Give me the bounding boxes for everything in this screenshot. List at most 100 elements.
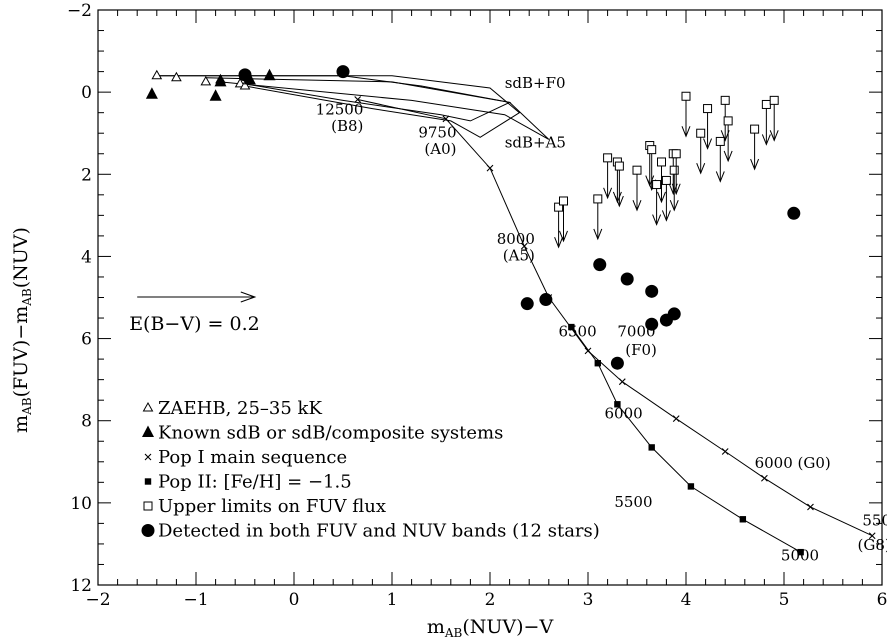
- annotation-label: sdB+A5: [505, 134, 566, 152]
- upper-limit-point: [750, 124, 760, 171]
- legend-label: Upper limits on FUV flux: [158, 496, 386, 517]
- upper-limit-point: [696, 128, 706, 175]
- pop1-point: [584, 347, 592, 355]
- upper-limit-point: [593, 194, 603, 241]
- upper-limit-point: [715, 136, 725, 183]
- upper-limit-point: [761, 99, 771, 146]
- legend-label: Known sdB or sdB/composite systems: [158, 423, 503, 444]
- legend-label: Pop I main sequence: [158, 447, 347, 468]
- annotation-label: 7000: [617, 323, 655, 341]
- y-tick-label: 0: [81, 83, 92, 103]
- legend-marker: [142, 425, 154, 437]
- pop2-point: [614, 401, 621, 408]
- upper-limit-point: [669, 165, 679, 212]
- y-tick-label: 2: [81, 165, 92, 185]
- upper-limit-point: [603, 153, 613, 200]
- detected-point: [238, 68, 252, 82]
- upper-limit-point: [657, 157, 666, 204]
- x-tick-label: 2: [485, 590, 496, 610]
- y-tick-label: 4: [81, 247, 92, 267]
- detected-point: [520, 297, 534, 311]
- legend-item: Known sdB or sdB/composite systems: [142, 423, 503, 444]
- annotation-label: (F0): [625, 341, 657, 359]
- y-tick-label: 12: [70, 576, 92, 596]
- x-tick-label: 0: [289, 590, 300, 610]
- legend-marker: [144, 453, 152, 461]
- legend-item: Upper limits on FUV flux: [143, 496, 386, 517]
- x-tick-label: −2: [85, 590, 110, 610]
- legend-label: Detected in both FUV and NUV bands (12 s…: [158, 521, 600, 542]
- pop2-point: [648, 444, 655, 451]
- legend-label: Pop II: [Fe/H] = −1.5: [158, 472, 352, 493]
- pop2-point: [687, 483, 695, 490]
- y-tick-label: −2: [67, 1, 92, 21]
- pop2-point: [568, 323, 575, 331]
- legend-marker: [143, 501, 153, 511]
- pop1-point: [520, 242, 528, 250]
- upper-limit-point: [554, 202, 564, 249]
- annotations: sdB+F0 sdB+A5 12500(B8) 9750(A0) 8000(A5) 650…: [129, 74, 887, 564]
- zaehb-point: [239, 79, 251, 90]
- upper-limit-point: [647, 145, 657, 191]
- annotation-label: 5500: [614, 493, 652, 511]
- detected-point: [787, 206, 801, 220]
- zaehb-track-line: [205, 77, 550, 140]
- annotation-label: 9750: [418, 123, 456, 141]
- pop1-point: [618, 378, 626, 386]
- legend-marker: [144, 478, 152, 485]
- known-sdb-point: [263, 68, 276, 81]
- zaehb-point: [200, 75, 212, 86]
- detected-point: [593, 258, 607, 272]
- pop2-sequence-line: [570, 326, 801, 553]
- x-tick-label: 3: [583, 590, 594, 610]
- zaehb-track-line: [156, 75, 521, 138]
- y-tick-label: 8: [81, 412, 92, 432]
- upper-limit-point: [661, 175, 671, 222]
- x-tick-label: −1: [183, 590, 208, 610]
- annotation-label: 6500: [558, 323, 596, 341]
- upper-limit-point: [671, 149, 681, 196]
- legend: ZAEHB, 25–35 kK Known sdB or sdB/composit…: [141, 398, 600, 542]
- annotation-label: 6000: [605, 405, 643, 423]
- x-tick-label: 1: [387, 590, 398, 610]
- annotation-label: 5000: [781, 546, 819, 564]
- zaehb-tracks: [156, 75, 550, 140]
- y-axis-label: mAB(FUV)−mAB(NUV): [10, 227, 34, 433]
- legend-marker: [141, 524, 155, 537]
- annotation-label: (B8): [331, 117, 363, 135]
- upper-limit-point: [703, 104, 713, 150]
- upper-limit-point: [614, 161, 624, 208]
- annotation-label: (A5): [503, 247, 535, 265]
- legend-item: Pop II: [Fe/H] = −1.5: [144, 472, 352, 493]
- annotation-label: 8000: [497, 230, 535, 248]
- annotation-label: 6000 (G0): [755, 454, 831, 472]
- x-tick-label: 4: [681, 590, 692, 610]
- pop1-point: [721, 448, 729, 455]
- zaehb-point: [171, 71, 182, 82]
- legend-item: ZAEHB, 25–35 kK: [142, 398, 322, 419]
- reddening-vector: E(B−V) = 0.2: [129, 291, 260, 335]
- legend-marker: [142, 401, 154, 412]
- pop1-point: [486, 164, 494, 172]
- pop2-point: [594, 360, 601, 367]
- upper-limit-point: [559, 196, 568, 243]
- known-sdb-point: [214, 74, 227, 87]
- reddening-label: E(B−V) = 0.2: [129, 313, 260, 335]
- annotation-label: 5500: [862, 511, 887, 529]
- pop2-point: [797, 548, 804, 556]
- pop1-point: [672, 415, 680, 423]
- pop1-point: [442, 115, 450, 123]
- pop1-point: [807, 503, 814, 511]
- known-sdb-point: [145, 87, 158, 99]
- legend-label: ZAEHB, 25–35 kK: [158, 398, 322, 419]
- legend-item: Detected in both FUV and NUV bands (12 s…: [141, 521, 600, 542]
- detected-point: [645, 317, 659, 331]
- zaehb-track-line: [156, 75, 512, 122]
- y-tick-label: 6: [81, 330, 92, 350]
- detected-point: [539, 293, 553, 307]
- annotation-label: sdB+F0: [505, 74, 566, 92]
- pop2-point: [739, 516, 747, 523]
- y-tick-label: 10: [70, 494, 92, 514]
